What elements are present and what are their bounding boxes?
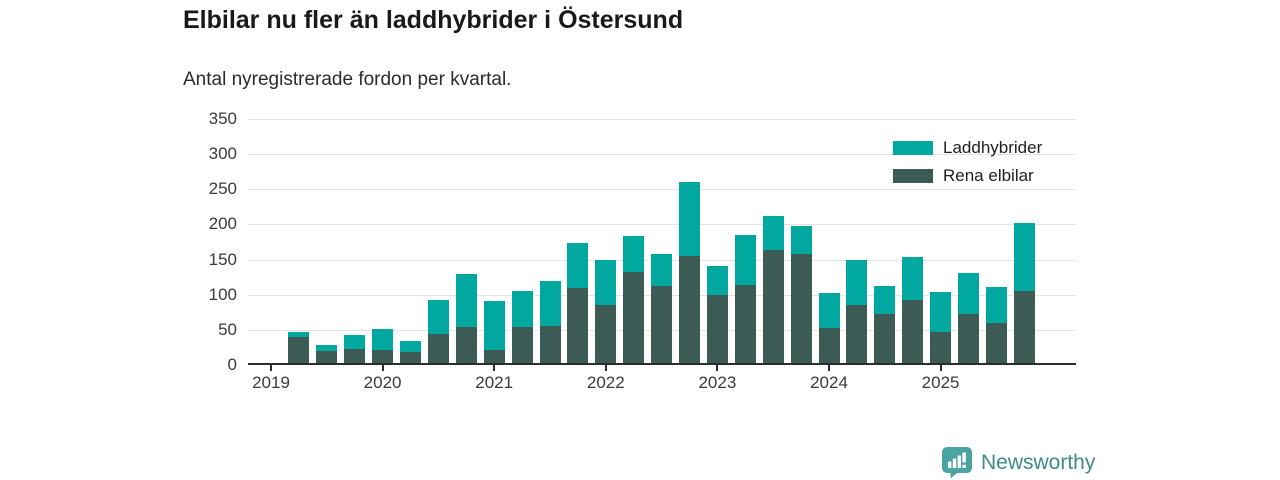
bar-segment-rena-elbilar (400, 352, 421, 365)
x-axis-label: 2023 (698, 373, 737, 392)
x-axis-label: 2020 (363, 373, 402, 392)
x-axis-label: 2022 (586, 373, 625, 392)
x-tick (270, 365, 272, 371)
legend-label: Laddhybrider (943, 138, 1043, 157)
bar-segment-rena-elbilar (344, 348, 366, 365)
x-tick (604, 365, 607, 371)
bar-segment-laddhybrider (372, 329, 394, 351)
bar-segment-laddhybrider (511, 291, 533, 328)
y-axis-label: 300 (208, 144, 237, 164)
bar-segment-laddhybrider (316, 345, 338, 351)
bar-segment-rena-elbilar (427, 334, 449, 365)
bar-segment-laddhybrider (539, 281, 561, 327)
bar-segment-rena-elbilar (288, 336, 310, 365)
bar-segment-rena-elbilar (567, 287, 589, 365)
bar-segment-laddhybrider (623, 235, 645, 272)
y-axis-label: 0 (227, 355, 237, 374)
bar-segment-laddhybrider (400, 341, 421, 353)
chart-legend: Laddhybrider Rena elbilar (893, 138, 1042, 194)
bar-segment-laddhybrider (344, 334, 366, 349)
bar-segment-rena-elbilar (985, 322, 1007, 365)
bar-segment-rena-elbilar (930, 331, 952, 365)
gridline (248, 119, 1076, 120)
bar-segment-rena-elbilar (372, 350, 394, 365)
bar-segment-rena-elbilar (651, 286, 673, 365)
bar-segment-rena-elbilar (539, 326, 561, 365)
newsworthy-wordmark: Newsworthy (981, 450, 1096, 474)
legend-item-rena-elbilar: Rena elbilar (893, 166, 1042, 186)
bar-segment-rena-elbilar (483, 350, 505, 365)
x-tick (381, 365, 384, 371)
legend-label: Rena elbilar (943, 166, 1034, 185)
bar-segment-laddhybrider (651, 253, 673, 287)
x-axis-label: 2024 (810, 373, 848, 392)
chart-subtitle: Antal nyregistrerade fordon per kvartal. (183, 69, 512, 90)
gridline (248, 154, 1076, 156)
bar-segment-laddhybrider (595, 259, 617, 305)
y-axis-label: 350 (208, 109, 237, 128)
y-axis-label: 250 (208, 179, 237, 199)
gridline (248, 189, 1076, 191)
bar-segment-rena-elbilar (958, 313, 979, 365)
bar-segment-laddhybrider (818, 292, 840, 329)
bar-segment-laddhybrider (734, 234, 756, 285)
y-axis-label: 100 (208, 284, 237, 304)
bar-segment-rena-elbilar (316, 350, 338, 365)
bar-segment-rena-elbilar (734, 284, 756, 365)
bar-segment-laddhybrider (679, 182, 700, 257)
bar-segment-rena-elbilar (1013, 290, 1035, 365)
x-tick (493, 365, 496, 371)
x-axis-label: 2019 (252, 373, 290, 392)
bar-segment-laddhybrider (874, 285, 896, 314)
x-axis-label: 2025 (921, 373, 960, 392)
legend-item-laddhybrider: Laddhybrider (893, 138, 1042, 158)
bar-segment-rena-elbilar (846, 304, 868, 365)
bar-segment-rena-elbilar (790, 253, 812, 365)
bar-segment-laddhybrider (455, 274, 477, 328)
bar-segment-rena-elbilar (762, 249, 784, 365)
bar-segment-laddhybrider (958, 272, 979, 314)
legend-swatch-rena-elbilar (893, 169, 933, 183)
x-tick (939, 365, 942, 371)
bar-segment-laddhybrider (930, 291, 952, 332)
y-axis-label: 200 (208, 214, 237, 234)
bar-segment-laddhybrider (567, 243, 589, 288)
x-axis-line (248, 363, 1076, 365)
x-axis-label: 2021 (475, 373, 514, 392)
bar-segment-rena-elbilar (874, 313, 896, 365)
y-axis-label: 150 (208, 249, 237, 269)
bar-segment-laddhybrider (427, 300, 449, 335)
bar-segment-rena-elbilar (706, 294, 728, 365)
x-tick (716, 365, 719, 371)
bar-segment-laddhybrider (902, 257, 924, 301)
bar-segment-laddhybrider (1013, 223, 1035, 291)
y-axis-label: 50 (218, 319, 237, 339)
gridline (248, 224, 1076, 226)
bar-segment-rena-elbilar (679, 256, 700, 365)
bar-segment-laddhybrider (288, 331, 310, 337)
x-tick (828, 365, 830, 371)
bar-segment-laddhybrider (483, 301, 505, 351)
bar-segment-laddhybrider (846, 259, 868, 305)
bar-segment-laddhybrider (762, 216, 784, 250)
newsworthy-brand: Newsworthy (941, 446, 1095, 479)
bar-segment-rena-elbilar (595, 304, 617, 365)
bar-segment-rena-elbilar (511, 327, 533, 365)
bar-segment-rena-elbilar (623, 271, 645, 365)
bar-segment-laddhybrider (706, 265, 728, 295)
legend-swatch-laddhybrider (893, 141, 933, 155)
bar-segment-rena-elbilar (455, 327, 477, 365)
bar-segment-rena-elbilar (902, 300, 924, 365)
bar-segment-rena-elbilar (818, 328, 840, 365)
bar-segment-laddhybrider (790, 225, 812, 254)
newsworthy-logo-icon (942, 447, 972, 479)
bar-segment-laddhybrider (985, 287, 1007, 323)
page-title: Elbilar nu fler än laddhybrider i Östers… (183, 6, 684, 34)
plot-area (248, 119, 1076, 365)
